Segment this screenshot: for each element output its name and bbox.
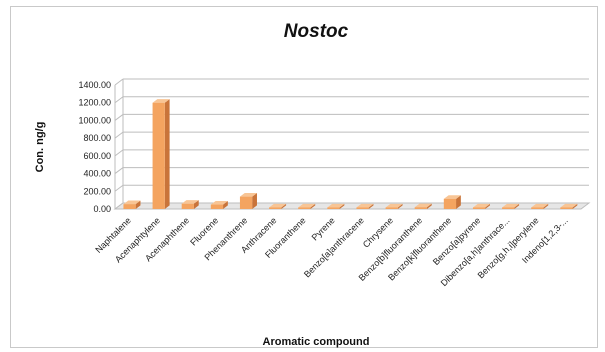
bar	[385, 203, 403, 209]
bar-side	[368, 203, 374, 209]
y-tick-label: 1200.00	[78, 98, 111, 108]
bar-front	[123, 204, 136, 209]
bar	[239, 193, 257, 209]
bar-side	[164, 99, 170, 209]
gridline-connector	[114, 167, 124, 174]
bar-front	[152, 102, 165, 209]
bar	[181, 200, 199, 209]
bar-front	[385, 207, 398, 209]
bar-top	[210, 200, 228, 205]
gridline-connector	[114, 96, 124, 104]
bar-side	[252, 193, 257, 209]
chart-title: Nostoc	[284, 21, 349, 42]
bar	[472, 203, 490, 209]
bar-front	[269, 207, 282, 209]
bar-top	[502, 203, 520, 208]
bar-side	[135, 200, 141, 209]
bar-top	[443, 195, 461, 199]
bar-top	[560, 203, 578, 208]
gridline-connector	[114, 131, 124, 139]
bar	[502, 203, 520, 209]
bar-front	[327, 207, 340, 209]
bar-chart: Nostoc Con. ng/g Aromatic compound 0.00 2…	[34, 21, 591, 348]
bar-side	[310, 203, 316, 209]
bar-top	[123, 200, 141, 205]
bar	[356, 203, 374, 209]
gridlines	[113, 78, 591, 210]
bar-front	[414, 207, 427, 209]
bar	[210, 200, 228, 209]
bar-side	[514, 203, 520, 209]
bar-top	[356, 203, 374, 208]
bar-top	[152, 99, 170, 103]
bars	[123, 99, 578, 209]
x-tick-labels: NaphtaleneAcenaphtyleneAcenaphtheneFluor…	[93, 215, 570, 288]
bar-top	[239, 193, 257, 197]
bar-side	[223, 200, 228, 209]
bar-side	[485, 203, 490, 209]
bar-front	[210, 204, 224, 209]
bar-side	[426, 203, 432, 209]
bar-top	[531, 203, 549, 208]
bar-front	[356, 207, 369, 209]
y-tick-label: 0.00	[93, 204, 111, 214]
y-tick-label: 1400.00	[78, 80, 111, 90]
bar-front	[443, 198, 457, 209]
y-tick-label: 800.00	[83, 133, 111, 143]
bar-front	[239, 196, 253, 209]
bar	[531, 203, 549, 209]
bar	[298, 203, 316, 209]
bar	[269, 203, 287, 209]
bar-top	[472, 203, 490, 208]
chart-frame: Nostoc Con. ng/g Aromatic compound 0.00 2…	[10, 6, 598, 348]
x-axis-title: Aromatic compound	[263, 336, 370, 348]
bar-front	[531, 207, 544, 209]
bar-top	[414, 203, 432, 208]
y-tick-label: 200.00	[83, 186, 111, 196]
y-tick-label: 400.00	[83, 169, 111, 179]
bar	[414, 203, 432, 209]
bar-side	[193, 200, 199, 209]
y-axis-title: Con. ng/g	[34, 122, 46, 173]
bar	[327, 203, 345, 209]
bar-front	[560, 207, 573, 209]
bar-side	[339, 203, 345, 209]
bar-top	[327, 203, 345, 208]
bar-side	[397, 203, 403, 209]
bar-top	[269, 203, 287, 208]
y-tick-label: 1000.00	[78, 115, 111, 125]
bar	[123, 200, 141, 209]
bar-top	[181, 200, 199, 204]
bar-side	[456, 195, 461, 209]
bar-top	[385, 203, 403, 208]
bar-front	[298, 207, 311, 209]
bar-front	[181, 203, 194, 209]
y-tick-labels: 0.00 200.00 400.00 600.00 800.00 1000.00 1200.…	[78, 80, 111, 214]
bar-side	[543, 203, 549, 209]
gridline-connector	[114, 184, 124, 192]
bar-front	[472, 207, 486, 209]
bar-top	[298, 203, 316, 208]
bar-front	[502, 207, 515, 209]
bar	[560, 203, 578, 209]
bar	[443, 195, 461, 209]
bar	[152, 99, 170, 209]
x-tick-label: Pyrene	[310, 215, 337, 242]
gridline-connector	[114, 78, 124, 86]
gridline-connector	[114, 149, 124, 157]
y-tick-label: 600.00	[83, 151, 111, 161]
gridline-connector	[114, 114, 124, 121]
bar-side	[572, 203, 578, 209]
bar-side	[281, 203, 287, 209]
